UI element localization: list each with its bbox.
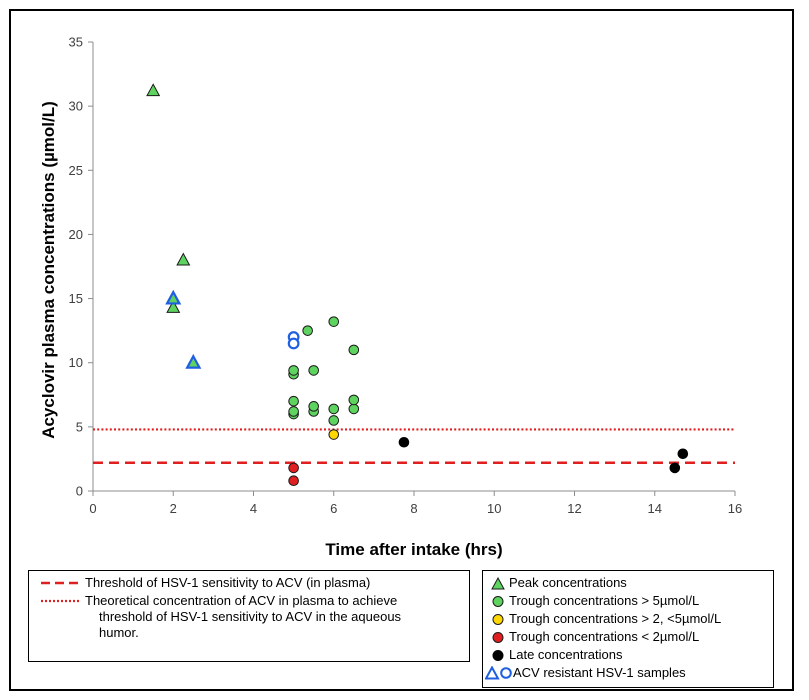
- circle-point: [328, 429, 340, 440]
- circle-point: [288, 475, 299, 487]
- y-tick-label: 20: [69, 227, 83, 242]
- legend-label-resistant: ACV resistant HSV-1 samples: [513, 665, 686, 680]
- y-tick-label: 35: [69, 35, 83, 50]
- triangle-point: [176, 252, 191, 266]
- reference-lines: [93, 428, 735, 465]
- circle-black-icon: [492, 650, 504, 661]
- legend-label-trough-mid: Trough concentrations > 2, <5µmol/L: [509, 611, 722, 626]
- legend-item-threshold: Threshold of HSV-1 sensitivity to ACV (i…: [29, 575, 469, 591]
- legend-item-late: Late concentrations: [483, 647, 773, 663]
- y-axis-title: Acyclovir plasma concentrations (µmol/L): [39, 101, 58, 439]
- x-tick-label: 2: [170, 501, 177, 516]
- circle-point: [328, 403, 340, 415]
- dotted-line-swatch: [41, 599, 81, 603]
- triangle-point: [146, 83, 161, 97]
- circle-point: [348, 394, 360, 406]
- circle-point: [288, 462, 299, 474]
- circle-point: [328, 316, 340, 327]
- x-tick-label: 14: [648, 501, 662, 516]
- dashed-line-swatch: [41, 581, 81, 585]
- legend-label-peak: Peak concentrations: [509, 575, 627, 590]
- x-tick-label: 12: [567, 501, 581, 516]
- circle-point: [287, 337, 300, 350]
- x-tick-label: 4: [250, 501, 257, 516]
- circle-point: [288, 365, 299, 376]
- x-tick-label: 6: [330, 501, 337, 516]
- triangle-point: [185, 353, 202, 369]
- circle-yellow-icon: [492, 614, 504, 625]
- x-axis-title: Time after intake (hrs): [325, 540, 502, 559]
- legend-label-theoretical-line3: humor.: [99, 625, 139, 640]
- y-tick-label: 15: [69, 291, 83, 306]
- legend-label-theoretical-line1: Theoretical concentration of ACV in plas…: [85, 593, 398, 608]
- circle-point: [398, 436, 410, 448]
- y-tick-label: 5: [76, 419, 83, 434]
- legend-markers: Peak concentrations Trough concentration…: [482, 570, 774, 688]
- circle-green-icon: [492, 596, 504, 607]
- circle-red-icon: [492, 632, 504, 643]
- triangle-point: [166, 300, 181, 313]
- legend-label-trough-low: Trough concentrations < 2µmol/L: [509, 629, 700, 644]
- legend-label-late: Late concentrations: [509, 647, 623, 662]
- circle-point: [677, 448, 689, 460]
- legend-item-trough-high: Trough concentrations > 5µmol/L: [483, 593, 773, 609]
- legend-item-peak: Peak concentrations: [483, 575, 773, 591]
- legend-item-trough-low: Trough concentrations < 2µmol/L: [483, 629, 773, 645]
- legend-item-trough-mid: Trough concentrations > 2, <5µmol/L: [483, 611, 773, 627]
- x-tick-label: 0: [89, 501, 96, 516]
- legend-item-theoretical: Theoretical concentration of ACV in plas…: [29, 593, 469, 645]
- y-tick-label: 0: [76, 484, 83, 499]
- circle-point: [348, 403, 360, 415]
- legend-label-trough-high: Trough concentrations > 5µmol/L: [509, 593, 700, 608]
- circle-point: [328, 415, 340, 426]
- x-tick-label: 16: [728, 501, 742, 516]
- y-tick-label: 10: [69, 355, 83, 370]
- data-points: [146, 83, 689, 487]
- circle-point: [308, 401, 319, 412]
- circle-point: [308, 365, 319, 376]
- legend-item-resistant: ACV resistant HSV-1 samples: [483, 665, 773, 681]
- legend-label-theoretical-line2: threshold of HSV-1 sensitivity to ACV in…: [99, 609, 402, 624]
- legend-reference-lines: Threshold of HSV-1 sensitivity to ACV (i…: [28, 570, 470, 662]
- circle-point: [288, 395, 299, 407]
- triangle-point: [165, 289, 182, 305]
- chart-axes: 0 2 4 6 8 10 12 14 16 0 5 10 15 20 25 30 35: [69, 35, 743, 517]
- circle-point: [348, 344, 360, 356]
- y-tick-label: 30: [69, 99, 83, 114]
- legend-label-threshold: Threshold of HSV-1 sensitivity to ACV (i…: [85, 575, 371, 590]
- triangle-green-icon: [491, 577, 505, 590]
- x-tick-label: 10: [487, 501, 501, 516]
- y-tick-label: 25: [69, 163, 83, 178]
- circle-point: [302, 325, 313, 336]
- circle-point: [288, 406, 299, 417]
- resistant-triangle-circle-icon: [485, 666, 512, 680]
- x-tick-label: 8: [410, 501, 417, 516]
- circle-point: [669, 462, 681, 474]
